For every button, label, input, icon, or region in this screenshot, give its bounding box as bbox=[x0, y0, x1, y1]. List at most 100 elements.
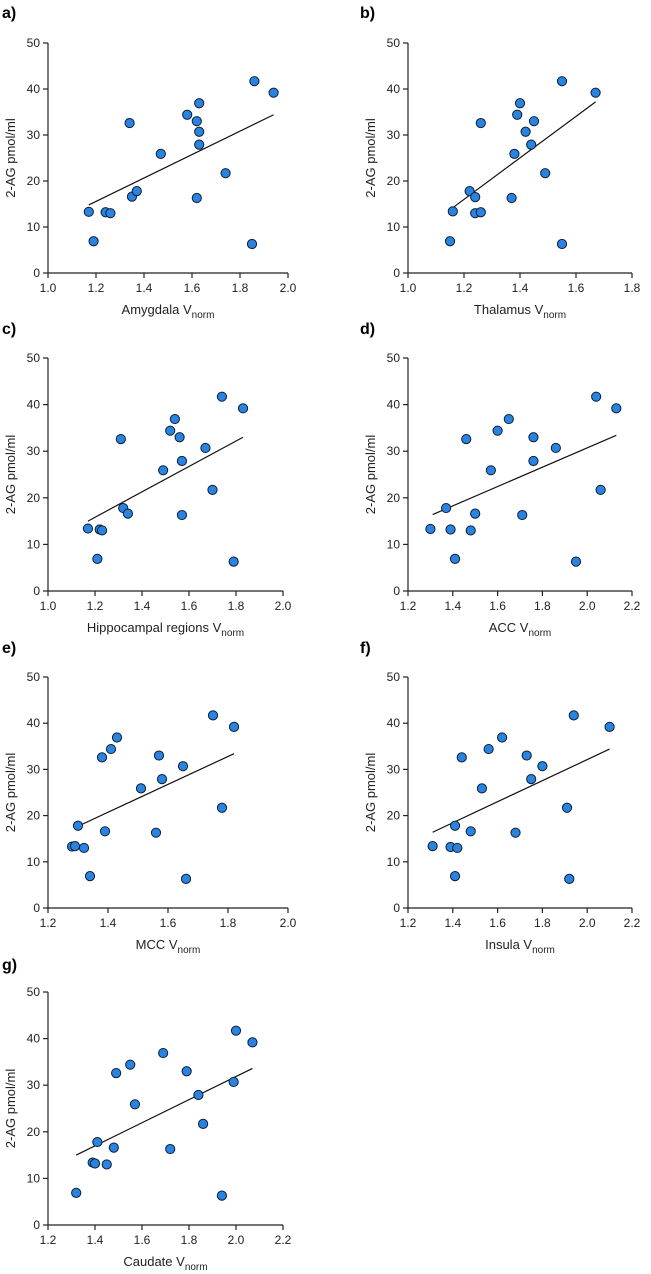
data-point bbox=[564, 873, 575, 884]
data-point bbox=[475, 117, 486, 129]
data-point bbox=[520, 126, 531, 137]
data-point bbox=[246, 238, 258, 250]
panel-b: b) 0 10 20 30 40 50 1.0 1.2 1.4 1.6 1.8 2-AG pmol/ml… bbox=[360, 5, 641, 321]
y-tick-label: 20 bbox=[27, 809, 41, 823]
data-point bbox=[122, 508, 134, 519]
data-point bbox=[590, 87, 601, 98]
data-point bbox=[268, 87, 279, 98]
x-tick-label: 1.8 bbox=[534, 916, 551, 930]
data-point bbox=[129, 1099, 141, 1110]
data-point bbox=[105, 743, 117, 755]
x-tick-label: 2.2 bbox=[275, 1233, 292, 1247]
data-point bbox=[591, 391, 602, 402]
x-axis-label: MCC Vnorm bbox=[136, 937, 201, 956]
x-axis-label: Insula Vnorm bbox=[485, 937, 555, 956]
data-point bbox=[470, 508, 481, 519]
data-point bbox=[156, 774, 168, 785]
x-tick-label: 1.4 bbox=[134, 599, 151, 613]
data-point bbox=[561, 802, 573, 813]
y-tick-label: 0 bbox=[393, 266, 400, 280]
y-tick-label: 0 bbox=[393, 584, 400, 598]
data-point bbox=[611, 403, 622, 414]
panel-label: e) bbox=[2, 640, 16, 657]
data-point bbox=[528, 116, 540, 127]
y-tick-label: 50 bbox=[27, 351, 41, 365]
panel-label: d) bbox=[360, 321, 375, 338]
x-tick-label: 1.0 bbox=[400, 281, 417, 295]
x-axis-label-subscript: norm bbox=[532, 945, 555, 956]
regression-line bbox=[432, 748, 610, 833]
y-tick-label: 50 bbox=[387, 670, 401, 684]
data-point bbox=[483, 743, 494, 755]
data-point bbox=[92, 553, 103, 564]
y-tick-label: 20 bbox=[387, 174, 401, 188]
data-point bbox=[207, 484, 218, 495]
x-tick-label: 1.8 bbox=[228, 599, 245, 613]
x-tick-label: 1.6 bbox=[160, 916, 177, 930]
y-axis-label: 2-AG pmol/ml bbox=[3, 1069, 18, 1149]
data-point bbox=[249, 76, 260, 87]
data-point bbox=[181, 1066, 192, 1077]
x-axis-label-subscript: norm bbox=[543, 310, 566, 321]
x-tick-label: 1.2 bbox=[400, 599, 417, 613]
panel-label: c) bbox=[2, 321, 16, 338]
data-point bbox=[556, 76, 568, 87]
panel-label: a) bbox=[2, 5, 16, 22]
data-point bbox=[194, 98, 205, 109]
x-tick-label: 1.2 bbox=[456, 281, 473, 295]
y-tick-label: 50 bbox=[27, 670, 41, 684]
data-point bbox=[528, 455, 539, 467]
y-tick-label: 10 bbox=[387, 855, 401, 869]
data-point bbox=[512, 109, 523, 120]
data-point bbox=[216, 802, 228, 813]
panel-c: c) 0 10 20 30 40 50 1.0 1.2 1.4 1.6 1.8 2.0 2-AG pmol… bbox=[2, 321, 292, 639]
panel-label: f) bbox=[360, 640, 371, 657]
regression-line bbox=[87, 436, 244, 522]
x-axis-label: Thalamus Vnorm bbox=[474, 302, 566, 321]
data-point bbox=[425, 523, 436, 535]
y-tick-label: 10 bbox=[27, 855, 41, 869]
x-tick-label: 1.8 bbox=[220, 916, 237, 930]
data-point bbox=[526, 774, 537, 785]
y-tick-label: 30 bbox=[27, 1078, 41, 1092]
panel-d: d) 0 10 20 30 40 50 1.2 1.4 1.6 1.8 2.0 2.2 2-AG pmol… bbox=[360, 321, 641, 639]
data-point bbox=[72, 820, 84, 831]
y-tick-label: 40 bbox=[27, 82, 41, 96]
data-point bbox=[492, 425, 503, 436]
data-point bbox=[556, 238, 568, 250]
data-point bbox=[176, 455, 188, 467]
data-point bbox=[92, 1136, 103, 1148]
data-point bbox=[228, 1076, 239, 1088]
data-point bbox=[105, 208, 116, 219]
panel-label: g) bbox=[2, 957, 17, 974]
y-tick-label: 30 bbox=[27, 762, 41, 776]
data-point bbox=[230, 1025, 242, 1036]
data-point bbox=[475, 207, 486, 218]
y-tick-label: 20 bbox=[27, 1125, 41, 1139]
x-tick-label: 1.6 bbox=[489, 599, 506, 613]
data-point bbox=[124, 117, 135, 129]
data-point bbox=[528, 432, 539, 443]
x-axis-label: Caudate Vnorm bbox=[123, 1254, 207, 1273]
x-tick-label: 1.0 bbox=[40, 599, 57, 613]
data-point bbox=[470, 192, 481, 203]
data-point bbox=[604, 721, 615, 732]
y-tick-label: 40 bbox=[387, 82, 401, 96]
x-tick-label: 1.8 bbox=[232, 281, 249, 295]
x-tick-label: 1.8 bbox=[624, 281, 641, 295]
x-axis-label-subscript: norm bbox=[528, 628, 551, 639]
x-axis-label-main: ACC V bbox=[489, 620, 529, 635]
data-point bbox=[165, 1143, 176, 1155]
y-tick-label: 30 bbox=[27, 444, 41, 458]
data-point bbox=[476, 783, 488, 794]
x-axis-label-main: MCC V bbox=[136, 937, 178, 952]
data-point bbox=[228, 721, 240, 732]
x-tick-label: 2.0 bbox=[280, 916, 297, 930]
data-point bbox=[465, 525, 476, 536]
x-tick-label: 2.2 bbox=[624, 599, 641, 613]
x-tick-label: 2.0 bbox=[275, 599, 292, 613]
data-point bbox=[150, 827, 162, 838]
x-tick-label: 1.4 bbox=[136, 281, 153, 295]
y-tick-label: 20 bbox=[27, 491, 41, 505]
panel-label: b) bbox=[360, 5, 375, 22]
